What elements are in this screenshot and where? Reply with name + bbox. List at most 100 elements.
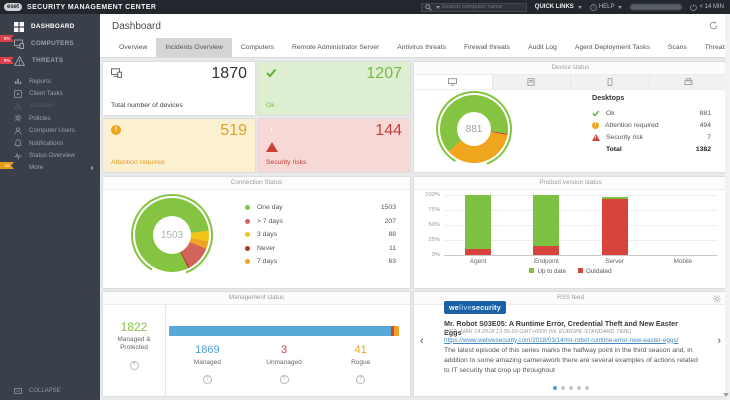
help-tooltip-icon[interactable]: ? (280, 375, 289, 384)
logout-icon (690, 4, 697, 11)
notifications-bell-icon (14, 139, 22, 147)
sidebar-item-more[interactable]: More (0, 162, 100, 174)
sidebar-item-label: More (29, 164, 43, 171)
rss-next-button[interactable]: › (717, 336, 721, 347)
logo-live: live (459, 303, 472, 312)
session-timeout-label: < 14 MIN (699, 4, 724, 10)
other-devices-tab[interactable] (650, 75, 728, 89)
chevron-right-icon (91, 166, 94, 170)
bar-endpoint[interactable] (533, 195, 559, 255)
ok-devices-count: 1207 (366, 65, 402, 83)
tab-scans[interactable]: Scans (659, 38, 696, 57)
legend-label: 7 days (257, 258, 277, 265)
servers-tab[interactable] (493, 75, 572, 89)
scroll-down-arrow-icon[interactable] (723, 393, 729, 397)
management-status-card: Management status 1822 Managed &Protecte… (103, 292, 410, 396)
warning-circle-icon: ! (111, 125, 121, 135)
row-value: 881 (700, 110, 711, 117)
pagination-dot[interactable] (577, 386, 581, 390)
tab-antivirus-threats[interactable]: Antivirus threats (388, 38, 455, 57)
tab-agent-deployment-tasks[interactable]: Agent Deployment Tasks (566, 38, 659, 57)
tab-audit-log[interactable]: Audit Log (519, 38, 566, 57)
main-content: Dashboard Overview Incidents Overview Co… (100, 14, 730, 400)
legend-dot (245, 246, 250, 251)
rogue-label: Rogue (322, 359, 399, 367)
collapse-button[interactable]: COLLAPSE (14, 387, 61, 395)
sidebar-item-dashboard[interactable]: DASHBOARD (0, 18, 100, 35)
welivesecurity-logo[interactable]: welivesecurity (444, 301, 506, 314)
tab-overview[interactable]: Overview (110, 38, 156, 57)
sidebar-item-notifications[interactable]: Notifications (0, 137, 100, 149)
refresh-button[interactable] (709, 21, 718, 30)
search-scope-chevron-down-icon[interactable] (436, 6, 440, 9)
device-status-row-risk: ! Security risk 7 (592, 131, 711, 143)
page-title: Dashboard (112, 21, 161, 32)
total-devices-card[interactable]: 1870 Total number of devices (103, 62, 255, 115)
row-value: 494 (700, 122, 711, 129)
product-version-status-card: Product version status 100% 75% 50% 25% … (414, 177, 727, 288)
x-axis-labels: Agent Endpoint Server Mobile (444, 258, 717, 266)
security-risks-card[interactable]: ! 144 Security risks (258, 119, 410, 172)
total-value: 1382 (696, 146, 711, 153)
mobiles-tab[interactable] (571, 75, 650, 89)
warning-circle-icon: ! (592, 122, 599, 129)
ok-devices-card[interactable]: 1207 Ok (258, 62, 410, 115)
rss-prev-button[interactable]: ‹ (420, 336, 424, 347)
rss-article-link[interactable]: https://www.welivesecurity.com/2018/03/1… (444, 337, 678, 344)
tab-incidents-overview[interactable]: Incidents Overview (156, 38, 231, 57)
chevron-down-icon (618, 6, 622, 9)
pagination-dot[interactable] (585, 386, 589, 390)
tab-firewall-threats[interactable]: Firewall threats (455, 38, 519, 57)
managed-count: 1869 (169, 344, 246, 356)
pagination-dot[interactable] (561, 386, 565, 390)
sidebar-item-threats[interactable]: THREATS (0, 52, 100, 69)
help-tooltip-icon[interactable]: ? (356, 375, 365, 384)
bar-server[interactable] (602, 195, 628, 255)
bar-agent[interactable] (465, 195, 491, 255)
pagination-dot[interactable] (569, 386, 573, 390)
quick-links-button[interactable]: QUICK LINKS (535, 4, 582, 10)
check-icon (592, 110, 600, 117)
device-group-label: Desktops (592, 93, 711, 102)
risk-triangle-icon: ! (266, 125, 278, 143)
status-overview-pulse-icon (14, 152, 22, 160)
bar-mobile[interactable] (670, 195, 696, 255)
sidebar-item-label: Reports (29, 78, 51, 85)
desktops-tab[interactable] (414, 75, 493, 89)
user-account-button[interactable] (630, 4, 682, 10)
security-management-center-app: eset SECURITY MANAGEMENT CENTER QUICK LI… (0, 0, 730, 400)
legend-value: 11 (389, 245, 396, 252)
bar-segment (169, 326, 391, 336)
pagination-dot[interactable] (553, 386, 557, 390)
sidebar-item-status-overview[interactable]: Status Overview (0, 149, 100, 161)
sidebar-item-label: COMPUTERS (31, 40, 74, 47)
sidebar-item-reports[interactable]: Reports (0, 75, 100, 87)
help-tooltip-icon[interactable]: ? (130, 361, 139, 370)
help-label: HELP (599, 4, 615, 10)
device-type-tabs (414, 75, 727, 90)
search-box[interactable] (421, 3, 527, 12)
legend-label: Never (257, 245, 275, 252)
session-logout-button[interactable]: < 14 MIN (690, 4, 724, 11)
legend-label: > 7 days (257, 218, 283, 225)
row-label: Ok (606, 110, 615, 117)
management-stats: 1869 Managed ? 3 Unmanaged ? 41 Rogue ? (169, 344, 399, 385)
tab-computers[interactable]: Computers (232, 38, 283, 57)
sidebar-item-policies[interactable]: Policies (0, 112, 100, 124)
tab-remote-administrator-server[interactable]: Remote Administrator Server (283, 38, 388, 57)
rss-settings-button[interactable] (713, 295, 721, 303)
help-menu-button[interactable]: ? HELP (590, 4, 623, 11)
search-input[interactable] (442, 4, 520, 10)
sidebar-item-computers[interactable]: COMPUTERS (0, 35, 100, 52)
policies-gear-icon (14, 114, 22, 122)
management-stacked-bar[interactable] (169, 326, 399, 336)
help-tooltip-icon[interactable]: ? (203, 375, 212, 384)
vertical-scrollbar[interactable] (725, 14, 730, 400)
client-tasks-icon (14, 90, 22, 98)
sidebar-item-computer-users[interactable]: Computer Users (0, 125, 100, 137)
sidebar-item-installers[interactable]: Installers (0, 100, 100, 112)
sidebar-item-client-tasks[interactable]: Client Tasks (0, 87, 100, 99)
attention-required-card[interactable]: ! 519 Attention required (103, 119, 255, 172)
legend-outdated: Outdated (578, 268, 611, 275)
reports-icon (14, 77, 22, 85)
